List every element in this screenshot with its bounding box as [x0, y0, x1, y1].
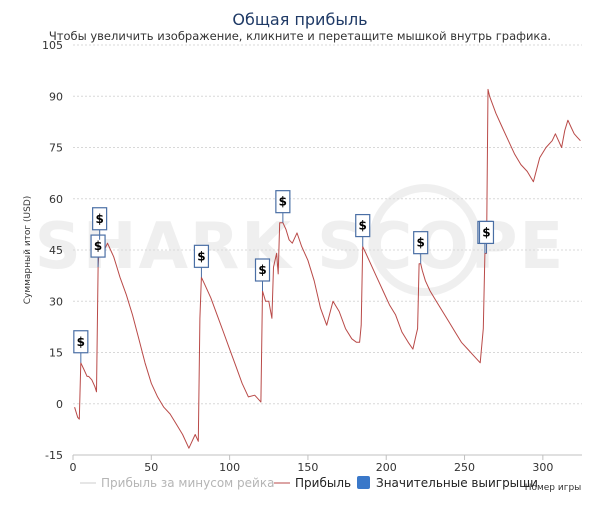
flag-dollar-label: $	[197, 249, 205, 263]
legend-item-profit[interactable]: Прибыль	[274, 476, 351, 490]
flag-dollar-label: $	[359, 219, 367, 233]
flag-dollar-label: $	[77, 335, 85, 349]
y-tick-label: -15	[45, 449, 63, 462]
chart-subtitle: Чтобы увеличить изображение, кликните и …	[49, 29, 551, 43]
y-tick-label: 0	[56, 398, 63, 411]
y-tick-label: 90	[49, 90, 63, 103]
y-tick-label: 75	[49, 142, 63, 155]
flag-box	[275, 190, 291, 214]
flag-box	[73, 330, 89, 354]
flag-dollar-label: $	[258, 263, 266, 277]
significant-win-flag[interactable]: $	[73, 330, 89, 363]
y-axis-label: Суммарный итог (USD)	[23, 196, 33, 305]
legend-item-net-profit[interactable]: Прибыль за минусом рейка	[80, 476, 274, 490]
x-tick-label: 50	[144, 461, 158, 474]
x-tick-label: 250	[454, 461, 475, 474]
significant-win-flag[interactable]: $	[478, 220, 495, 254]
watermark-scope-circle	[369, 184, 481, 296]
series-layer	[74, 88, 581, 449]
flag-dollar-label: $	[95, 212, 103, 226]
significant-wins-layer: $$$$$$$$$$	[73, 190, 495, 363]
y-tick-label: 60	[49, 193, 63, 206]
x-tick-label: 300	[532, 461, 553, 474]
watermark: SHARK SCOPE	[35, 184, 565, 296]
significant-win-flag[interactable]: $	[92, 207, 108, 240]
flag-box	[193, 244, 210, 268]
y-tick-label: 45	[49, 244, 63, 257]
legend-significant-wins-box	[357, 476, 370, 489]
x-axis-label: Номер игры	[525, 483, 582, 493]
legend: Прибыль за минусом рейка Прибыль Значите…	[80, 476, 538, 490]
legend-item-significant-wins[interactable]: Значительные выигрыши	[357, 476, 538, 490]
watermark-text: SHARK SCOPE	[35, 210, 565, 284]
legend-significant-wins-label: Значительные выигрыши	[376, 476, 538, 490]
flag-dollar-label: $	[482, 225, 490, 239]
significant-win-flag[interactable]: $	[90, 234, 106, 268]
x-tick-label: 0	[70, 461, 77, 474]
flag-box	[92, 207, 108, 231]
chart-title: Общая прибыль	[232, 10, 367, 29]
flag-dollar-label: $	[94, 239, 102, 253]
x-tick-label: 100	[219, 461, 240, 474]
flag-box	[254, 258, 271, 282]
flag-box	[90, 234, 106, 258]
significant-win-flag[interactable]: $	[193, 244, 210, 278]
x-tick-label: 200	[376, 461, 397, 474]
significant-win-flag[interactable]: $	[413, 231, 429, 264]
flag-dollar-label: $	[279, 195, 287, 209]
profit-series-line[interactable]	[74, 88, 581, 449]
y-tick-label: 105	[42, 39, 63, 52]
significant-win-flag[interactable]: $	[355, 213, 371, 247]
flag-box	[478, 220, 495, 245]
x-tick-label: 150	[297, 461, 318, 474]
flag-box	[355, 213, 371, 238]
y-tick-label: 15	[49, 347, 63, 360]
flag-dollar-label: $	[417, 236, 425, 250]
flag-box	[413, 231, 429, 255]
y-tick-label: 30	[49, 295, 63, 308]
legend-profit-label: Прибыль	[295, 476, 351, 490]
legend-net-profit-label: Прибыль за минусом рейка	[101, 476, 274, 490]
significant-win-flag[interactable]: $	[254, 258, 271, 291]
significant-win-flag[interactable]: $	[275, 190, 291, 223]
axis-layer: -15 0 15 30 45 60 75 90 105 0 50 100 150 200 250 300	[42, 39, 582, 474]
